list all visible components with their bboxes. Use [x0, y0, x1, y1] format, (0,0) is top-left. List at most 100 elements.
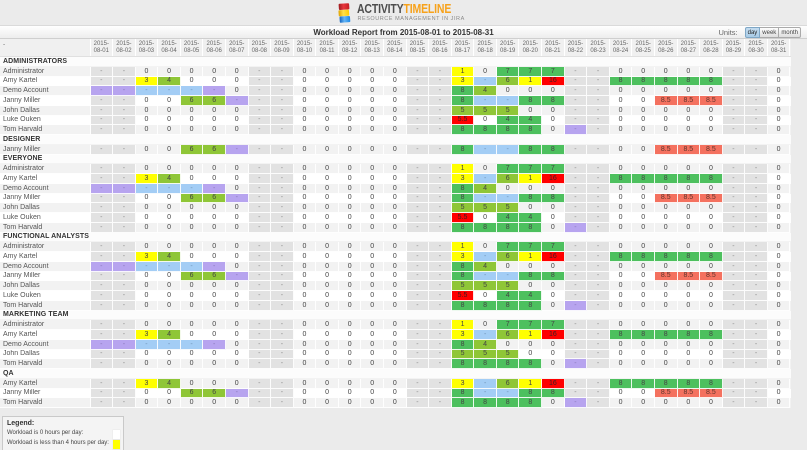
workload-cell[interactable]: -	[113, 339, 136, 350]
units-button-month[interactable]: month	[778, 27, 801, 38]
workload-cell[interactable]: -	[722, 115, 746, 126]
workload-cell[interactable]: 0	[519, 339, 543, 350]
workload-cell[interactable]: -	[587, 86, 610, 96]
workload-cell[interactable]: 0	[677, 359, 701, 369]
workload-cell[interactable]: 0	[316, 66, 339, 77]
workload-cell[interactable]: 0	[361, 144, 385, 155]
workload-cell[interactable]: 0	[135, 193, 159, 204]
workload-cell[interactable]: 0	[609, 261, 633, 272]
workload-cell[interactable]: 0	[225, 320, 249, 330]
workload-cell[interactable]: 8	[700, 174, 723, 184]
workload-cell[interactable]: 0	[203, 378, 226, 389]
workload-cell[interactable]: -	[90, 300, 114, 311]
workload-cell[interactable]: 0	[542, 125, 565, 135]
workload-cell[interactable]: -	[90, 105, 114, 116]
workload-cell[interactable]: 0	[338, 261, 362, 272]
workload-cell[interactable]: 0	[316, 398, 339, 408]
workload-cell[interactable]: -	[587, 105, 610, 116]
workload-cell[interactable]: 6	[203, 144, 226, 155]
workload-cell[interactable]: 3	[135, 174, 159, 184]
workload-cell[interactable]: -	[429, 281, 452, 291]
workload-cell[interactable]: 8	[451, 125, 475, 135]
workload-cell[interactable]: -	[722, 213, 746, 223]
workload-cell[interactable]: 4	[519, 115, 543, 126]
workload-cell[interactable]: -	[587, 242, 610, 252]
workload-cell[interactable]: -	[113, 281, 136, 291]
workload-cell[interactable]: -	[745, 388, 768, 399]
workload-cell[interactable]: -	[429, 359, 452, 369]
workload-cell[interactable]: 0	[384, 193, 407, 204]
workload-cell[interactable]: -	[564, 174, 588, 184]
workload-cell[interactable]: 8.5	[700, 144, 723, 155]
workload-cell[interactable]: 0	[180, 349, 204, 360]
workload-cell[interactable]: 8.5	[677, 388, 701, 399]
workload-cell[interactable]: 0	[180, 291, 204, 301]
workload-cell[interactable]: 0	[361, 203, 385, 213]
workload-cell[interactable]: -	[722, 222, 746, 233]
workload-cell[interactable]: 0	[677, 222, 701, 233]
workload-cell[interactable]: 0	[609, 96, 633, 106]
workload-cell[interactable]: -	[587, 271, 610, 282]
workload-cell[interactable]: 0	[542, 281, 565, 291]
workload-cell[interactable]: -	[564, 359, 588, 369]
workload-cell[interactable]: -	[587, 115, 610, 126]
workload-cell[interactable]: 0	[293, 203, 317, 213]
workload-cell[interactable]: 8	[632, 378, 655, 389]
workload-cell[interactable]: 0	[767, 349, 791, 360]
workload-cell[interactable]: -	[248, 105, 272, 116]
workload-cell[interactable]: 8	[496, 359, 520, 369]
workload-cell[interactable]: 0	[338, 281, 362, 291]
workload-cell[interactable]: 0	[384, 144, 407, 155]
workload-cell[interactable]: 0	[609, 359, 633, 369]
workload-cell[interactable]: -	[564, 378, 588, 389]
workload-cell[interactable]: 0	[180, 203, 204, 213]
workload-cell[interactable]: 0	[632, 164, 655, 174]
workload-cell[interactable]: 6	[496, 252, 520, 262]
workload-cell[interactable]: -	[564, 291, 588, 301]
workload-cell[interactable]: 0	[203, 242, 226, 252]
workload-cell[interactable]: -	[745, 66, 768, 77]
workload-cell[interactable]: 8	[632, 174, 655, 184]
workload-cell[interactable]: 0	[203, 213, 226, 223]
workload-cell[interactable]: -	[225, 193, 249, 204]
workload-cell[interactable]: 0	[677, 281, 701, 291]
workload-cell[interactable]: 0	[767, 388, 791, 399]
workload-cell[interactable]: 8	[700, 330, 723, 340]
workload-cell[interactable]: 0	[677, 398, 701, 408]
workload-cell[interactable]: 0	[632, 86, 655, 96]
workload-cell[interactable]: -	[429, 320, 452, 330]
workload-cell[interactable]: 4	[474, 86, 497, 96]
workload-cell[interactable]: -	[271, 359, 294, 369]
workload-cell[interactable]: 0	[158, 359, 181, 369]
workload-cell[interactable]: 5	[496, 349, 520, 360]
workload-cell[interactable]: 6	[203, 193, 226, 204]
workload-cell[interactable]: 8	[609, 378, 633, 389]
workload-cell[interactable]: -	[406, 125, 430, 135]
workload-cell[interactable]: -	[271, 164, 294, 174]
workload-cell[interactable]: 0	[225, 115, 249, 126]
workload-cell[interactable]: 0	[767, 291, 791, 301]
workload-cell[interactable]: 0	[361, 193, 385, 204]
workload-cell[interactable]: -	[271, 66, 294, 77]
workload-cell[interactable]: 4	[496, 115, 520, 126]
workload-cell[interactable]: 8	[474, 300, 497, 311]
workload-cell[interactable]: 0	[542, 115, 565, 126]
workload-cell[interactable]: 4	[158, 378, 181, 389]
workload-cell[interactable]: -	[113, 261, 136, 272]
workload-cell[interactable]: 0	[767, 164, 791, 174]
workload-cell[interactable]: 6	[180, 271, 204, 282]
workload-cell[interactable]: 0	[158, 281, 181, 291]
workload-cell[interactable]: 0	[203, 203, 226, 213]
workload-cell[interactable]: 8	[451, 193, 475, 204]
workload-cell[interactable]: 0	[632, 66, 655, 77]
workload-cell[interactable]: 0	[384, 252, 407, 262]
workload-cell[interactable]: 0	[654, 66, 678, 77]
workload-cell[interactable]: 8.5	[654, 271, 678, 282]
workload-cell[interactable]: 3	[135, 330, 159, 340]
workload-cell[interactable]: -	[90, 378, 114, 389]
workload-cell[interactable]: -	[474, 76, 497, 87]
workload-cell[interactable]: 0	[767, 320, 791, 330]
workload-cell[interactable]: 4	[474, 183, 497, 194]
workload-cell[interactable]: 0	[677, 164, 701, 174]
workload-cell[interactable]: 0	[677, 291, 701, 301]
